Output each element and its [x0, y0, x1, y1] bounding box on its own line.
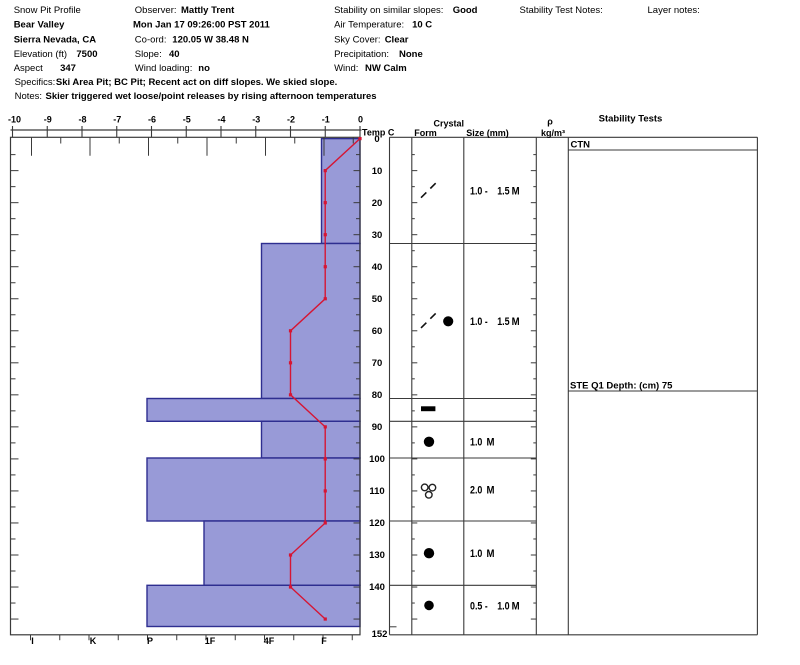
svg-text:Crystal: Crystal	[433, 119, 464, 129]
svg-text:Stability Test Notes:: Stability Test Notes:	[520, 5, 603, 16]
svg-text:Slope:: Slope:	[135, 49, 162, 60]
svg-text:1.0: 1.0	[497, 600, 509, 612]
svg-text:Air Temperature:: Air Temperature:	[334, 20, 404, 31]
svg-text:1.5: 1.5	[497, 316, 509, 328]
svg-text:120.05 W 38.48 N: 120.05 W 38.48 N	[172, 34, 249, 45]
svg-text:120: 120	[369, 518, 385, 529]
svg-text:90: 90	[372, 422, 383, 433]
svg-text:30: 30	[372, 230, 383, 241]
svg-text:-3: -3	[252, 115, 260, 125]
svg-text:0.5: 0.5	[470, 600, 482, 612]
svg-text:70: 70	[372, 358, 383, 369]
svg-text:Stability on similar slopes:: Stability on similar slopes:	[334, 5, 443, 16]
svg-text:M: M	[512, 600, 520, 612]
svg-text:Form: Form	[414, 128, 437, 138]
svg-text:CTN: CTN	[571, 140, 591, 151]
svg-text:110: 110	[369, 486, 384, 497]
svg-text:4F: 4F	[264, 636, 275, 646]
svg-text:Ski Area Pit; BC Pit; Recent a: Ski Area Pit; BC Pit; Recent act on diff…	[56, 77, 337, 88]
svg-text:Skier triggered wet loose/poin: Skier triggered wet loose/point releases…	[46, 91, 377, 102]
svg-text:-2: -2	[287, 115, 295, 125]
svg-text:130: 130	[369, 550, 385, 561]
svg-text:-5: -5	[183, 115, 191, 125]
svg-text:80: 80	[372, 390, 383, 401]
svg-text:50: 50	[372, 294, 383, 305]
svg-text:Snow Pit Profile: Snow Pit Profile	[14, 5, 81, 16]
svg-text:1.5: 1.5	[497, 186, 509, 198]
svg-text:1.0: 1.0	[470, 186, 482, 198]
svg-text:-6: -6	[148, 115, 156, 125]
svg-text:-10: -10	[8, 115, 21, 125]
svg-text:40: 40	[169, 49, 180, 60]
svg-text:Stability Tests: Stability Tests	[599, 114, 663, 125]
svg-text:M: M	[487, 437, 495, 449]
svg-text:20: 20	[372, 198, 383, 209]
svg-text:P: P	[147, 636, 153, 646]
svg-text:Co-ord:: Co-ord:	[135, 34, 167, 45]
svg-text:ρ: ρ	[547, 117, 553, 127]
svg-text:2.0: 2.0	[470, 484, 482, 496]
svg-text:Layer notes:: Layer notes:	[648, 5, 700, 16]
svg-text:1F: 1F	[205, 636, 216, 646]
svg-text:Sky Cover:: Sky Cover:	[334, 34, 380, 45]
svg-text:no: no	[198, 63, 210, 74]
svg-text:Bear Valley: Bear Valley	[14, 20, 65, 31]
svg-text:K: K	[90, 636, 97, 646]
svg-text:None: None	[399, 49, 423, 60]
svg-text:1.0: 1.0	[470, 437, 482, 449]
svg-text:Aspect: Aspect	[14, 63, 43, 74]
svg-text:-1: -1	[322, 115, 330, 125]
svg-text:Sierra Nevada, CA: Sierra Nevada, CA	[14, 34, 97, 45]
svg-text:10 C: 10 C	[412, 20, 432, 31]
svg-text:-4: -4	[217, 115, 225, 125]
svg-text:0: 0	[358, 115, 363, 125]
svg-text:Mon Jan 17 09:26:00 PST 2011: Mon Jan 17 09:26:00 PST 2011	[133, 20, 270, 31]
svg-text:STE Q1 Depth: (cm) 75: STE Q1 Depth: (cm) 75	[570, 381, 673, 392]
svg-text:Observer:: Observer:	[135, 5, 177, 16]
svg-text:F: F	[321, 636, 327, 646]
svg-text:I: I	[31, 636, 34, 646]
svg-text:Size (mm): Size (mm)	[466, 128, 509, 138]
svg-text:Specifics:: Specifics:	[15, 77, 56, 88]
svg-text:152: 152	[372, 629, 388, 640]
svg-text:Mattly Trent: Mattly Trent	[181, 5, 235, 16]
svg-text:-8: -8	[78, 115, 86, 125]
svg-text:-9: -9	[44, 115, 52, 125]
svg-text:40: 40	[372, 262, 383, 273]
svg-text:10: 10	[372, 166, 383, 177]
svg-text:7500: 7500	[76, 49, 97, 60]
svg-text:Temp C: Temp C	[362, 128, 395, 138]
svg-text:Notes:: Notes:	[15, 91, 42, 102]
svg-text:-: -	[485, 600, 488, 612]
svg-text:-7: -7	[113, 115, 121, 125]
svg-text:M: M	[487, 484, 495, 496]
svg-text:kg/m³: kg/m³	[541, 128, 565, 138]
svg-text:Good: Good	[453, 5, 478, 16]
svg-text:-: -	[485, 186, 488, 198]
svg-text:Precipitation:: Precipitation:	[334, 49, 389, 60]
svg-text:M: M	[512, 186, 520, 198]
svg-text:1.0: 1.0	[470, 316, 482, 328]
svg-text:Wind loading:: Wind loading:	[135, 63, 193, 74]
svg-text:347: 347	[60, 63, 76, 74]
svg-text:M: M	[487, 548, 495, 560]
svg-text:M: M	[512, 316, 520, 328]
svg-text:1.0: 1.0	[470, 548, 482, 560]
svg-text:100: 100	[369, 454, 385, 465]
svg-text:Elevation (ft): Elevation (ft)	[14, 49, 67, 60]
svg-text:-: -	[485, 316, 488, 328]
svg-text:Clear: Clear	[385, 34, 409, 45]
svg-text:NW Calm: NW Calm	[365, 63, 407, 74]
svg-text:140: 140	[369, 582, 385, 593]
svg-text:0: 0	[374, 134, 379, 145]
svg-text:Wind:: Wind:	[334, 63, 358, 74]
svg-text:60: 60	[372, 326, 383, 337]
